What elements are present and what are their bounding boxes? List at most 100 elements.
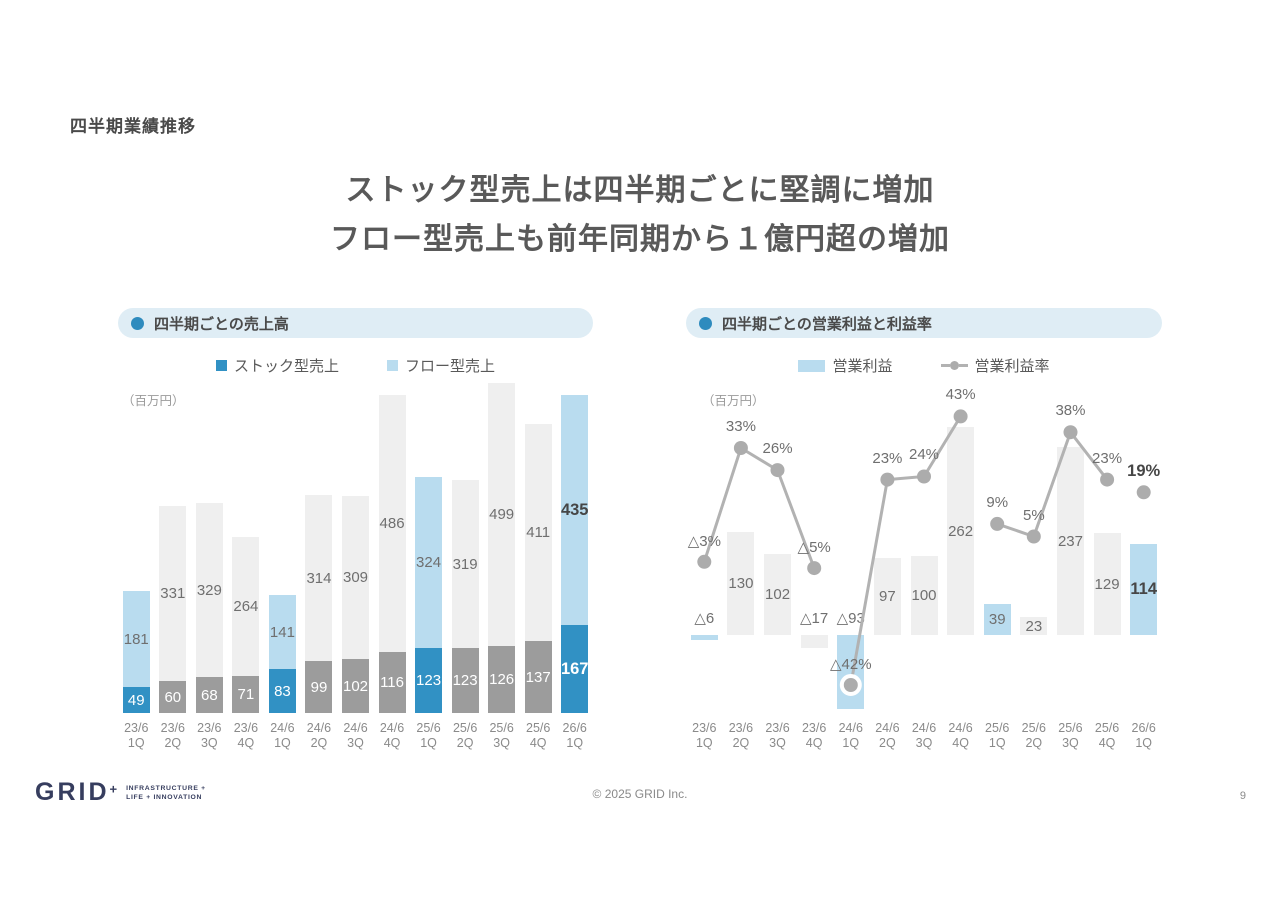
margin-dot [880, 472, 895, 487]
stock-bar-segment: 116 [378, 652, 406, 713]
stock-value-label: 83 [274, 682, 291, 700]
legend-label: 営業利益率 [974, 358, 1050, 375]
stock-bar-segment: 68 [195, 677, 223, 713]
flow-bar-segment: 264 [232, 537, 260, 676]
profit-value-label: 129 [1094, 575, 1120, 593]
flow-value-label: 411 [526, 524, 551, 541]
stock-value-label: 137 [525, 668, 551, 686]
x-axis-label: 25/6 2Q [452, 721, 478, 750]
grid-logo-text: GRID [35, 778, 110, 806]
profit-value-label: 97 [879, 588, 896, 605]
page-number: 9 [1239, 790, 1246, 802]
margin-percent-label: 9% [986, 493, 1009, 511]
x-axis-label: 25/6 3Q [489, 721, 514, 750]
margin-line-segment [996, 429, 1109, 539]
x-axis-label: 23/6 2Q [160, 721, 185, 750]
margin-percent-label: 19% [1127, 462, 1161, 481]
stock-value-label: 102 [342, 677, 369, 695]
x-axis-label: 23/6 1Q [692, 721, 717, 750]
flow-value-label: 324 [416, 554, 442, 571]
margin-percent-label: 33% [725, 418, 756, 436]
profit-bar: 39 [983, 604, 1011, 635]
stock-value-label: 123 [416, 672, 442, 689]
copyright: © 2025 GRID Inc. [592, 787, 688, 801]
legend-item-flow-sales: フロー型売上 [387, 355, 495, 376]
stock-value-label: 60 [164, 688, 182, 706]
stock-value-label: 49 [127, 691, 145, 709]
x-axis-label: 23/6 3Q [197, 721, 222, 750]
x-axis-label: 24/6 4Q [948, 721, 973, 750]
margin-dot [953, 409, 968, 424]
margin-percent-label: 5% [1023, 506, 1045, 524]
stock-value-label: 68 [201, 686, 218, 704]
operating-margin-swatch-icon [940, 361, 968, 370]
flow-bar-segment: 314 [305, 495, 333, 661]
operating-profit-swatch-icon [798, 359, 826, 372]
profit-value-label: 100 [911, 587, 937, 604]
profit-value-label: 262 [948, 522, 974, 540]
profit-bar: 129 [1093, 533, 1121, 635]
flow-value-label: 486 [379, 515, 405, 532]
x-axis-label: 26/6 1Q [1131, 721, 1156, 750]
profit-value-label: 23 [1025, 617, 1043, 635]
sales-unit-label: （百万円） [122, 394, 185, 408]
flow-bar-segment: 486 [378, 395, 406, 652]
profit-bar: 100 [910, 556, 938, 635]
headline-line2: フロー型売上も前年同期から１億円超の増加 [330, 223, 950, 256]
x-axis-label: 23/6 4Q [801, 721, 827, 750]
flow-value-label: 181 [123, 630, 149, 648]
margin-percent-label: 38% [1055, 402, 1086, 420]
stock-value-label: 116 [380, 674, 404, 691]
stock-value-label: 126 [489, 671, 515, 688]
legend-item-operating-profit: 営業利益 [798, 355, 893, 376]
stock-sales-swatch-icon [215, 360, 227, 371]
margin-dot [1063, 425, 1078, 440]
flow-value-label: 329 [196, 581, 222, 599]
margin-percent-label: 23% [1092, 449, 1123, 467]
sales-x-axis: 23/6 1Q 23/6 2Q 23/6 3Q 23/6 4Q 24/6 1Q 24/6 … [118, 721, 593, 755]
stock-bar-segment: 99 [305, 661, 333, 713]
x-axis-label: 25/6 2Q [1021, 721, 1046, 750]
profit-bar-negative [837, 635, 865, 709]
stock-bar-segment: 71 [232, 676, 260, 713]
profit-bar: 23 [1020, 617, 1048, 635]
x-axis-label: 24/6 3Q [911, 721, 937, 750]
profit-bar: 102 [764, 554, 792, 635]
stock-bar-segment: 83 [268, 669, 296, 713]
profit-bar: 114 [1130, 544, 1158, 635]
flow-value-label: 435 [560, 500, 589, 519]
legend-label: ストック型売上 [233, 358, 339, 375]
margin-dot-ringed [839, 674, 862, 696]
margin-percent-label: △5% [797, 539, 831, 557]
headline-line1: ストック型売上は四半期ごとに堅調に増加 [345, 174, 935, 207]
sales-chart-title: 四半期ごとの売上高 [154, 315, 289, 333]
page-title: 四半期業績推移 [70, 117, 196, 136]
flow-value-label: 264 [233, 598, 259, 615]
margin-percent-label: 26% [762, 440, 793, 458]
profit-bar: 130 [727, 532, 755, 635]
operating-margin-line-chart [697, 409, 1151, 696]
legend-label: フロー型売上 [405, 358, 496, 375]
flow-value-label: 314 [306, 569, 332, 587]
profit-value-label: △93 [836, 610, 865, 627]
bullet-icon [131, 316, 144, 330]
stock-value-label: 123 [452, 672, 478, 689]
x-axis-label: 26/6 1Q [562, 721, 587, 750]
flow-bar-segment: 319 [451, 480, 479, 648]
x-axis-label: 23/6 3Q [765, 721, 790, 750]
profit-chart-header: 四半期ごとの営業利益と利益率 [686, 308, 1162, 338]
flow-bar-segment: 141 [268, 595, 296, 669]
margin-dot [1100, 472, 1115, 487]
sales-chart-legend: ストック型売上 フロー型売上 [118, 355, 593, 376]
sales-chart-panel: 四半期ごとの売上高 ストック型売上 フロー型売上 （百万円） 49 181 60 33… [118, 308, 593, 778]
flow-bar-segment: 181 [122, 591, 150, 687]
profit-value-label: △6 [694, 610, 715, 627]
flow-bar-segment: 331 [159, 506, 187, 681]
sales-chart-header: 四半期ごとの売上高 [118, 308, 593, 338]
x-axis-label: 25/6 1Q [416, 721, 441, 750]
flow-bar-segment: 499 [488, 383, 516, 646]
margin-line-segment [702, 445, 816, 569]
flow-value-label: 331 [160, 585, 186, 602]
x-axis-label: 25/6 3Q [1058, 721, 1083, 750]
